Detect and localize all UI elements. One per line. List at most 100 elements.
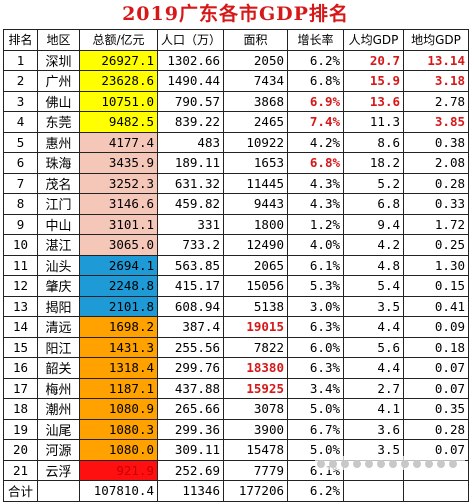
cell-total: 1431.3	[79, 336, 158, 358]
cell-rank: 21	[3, 459, 38, 481]
cell-rank: 9	[3, 213, 38, 235]
cell-total: 921.9	[79, 459, 158, 481]
cell-region: 深圳	[37, 49, 80, 71]
table-row: 20 河源 1080.0 309.11 15478 5.0% 3.5 0.07	[3, 439, 469, 461]
cell-growth: 4.3%	[287, 172, 344, 194]
cell-population: 331	[157, 213, 224, 235]
cell-region: 东莞	[37, 111, 80, 133]
header-growth: 增长率	[287, 29, 344, 51]
cell-per-area: 2.78	[403, 90, 469, 112]
cell-population: 309.11	[157, 439, 224, 461]
cell-per-area: 0.41	[403, 295, 469, 317]
cell-rank: 10	[3, 234, 38, 256]
table-row: 12 肇庆 2248.8 415.17 15056 5.3% 5.4 0.15	[3, 275, 469, 297]
watermark-dot-icon	[449, 460, 457, 468]
cell-per-capita: 8.6	[343, 131, 404, 153]
watermark-dot-icon	[329, 460, 337, 468]
cell-area: 2465	[223, 111, 288, 133]
cell-area: 15925	[223, 377, 288, 399]
cell-total: 10751.0	[79, 90, 158, 112]
cell-population: 265.66	[157, 398, 224, 420]
cell-region: 云浮	[37, 459, 80, 481]
table-row: 7 茂名 3252.3 631.32 11445 4.3% 5.2 0.28	[3, 172, 469, 194]
watermark-dot-icon	[377, 460, 385, 468]
cell-per-area: 0.07	[403, 377, 469, 399]
watermark-dot-icon	[341, 460, 349, 468]
cell-rank: 5	[3, 131, 38, 153]
cell-growth: 3.0%	[287, 295, 344, 317]
cell-population: 733.2	[157, 234, 224, 256]
cell-per-capita: 11.3	[343, 111, 404, 133]
cell-growth: 3.4%	[287, 377, 344, 399]
cell-region: 汕尾	[37, 418, 80, 440]
cell-per-capita: 3.5	[343, 295, 404, 317]
cell-per-area: 1.30	[403, 254, 469, 276]
cell-total: 3101.1	[79, 213, 158, 235]
cell-region: 梅州	[37, 377, 80, 399]
header-row: 排名 地区 总额/亿元 人口（万） 面积 增长率 人均GDP 地均GDP	[3, 29, 469, 51]
cell-area: 2065	[223, 254, 288, 276]
cell-population: 1490.44	[157, 70, 224, 92]
cell-population: 11346	[157, 480, 224, 502]
cell-population: 255.56	[157, 336, 224, 358]
table-row: 14 清远 1698.2 387.4 19015 6.3% 4.4 0.09	[3, 316, 469, 338]
cell-growth: 5.0%	[287, 439, 344, 461]
cell-rank: 6	[3, 152, 38, 174]
watermark-dot-icon	[413, 460, 421, 468]
cell-population: 299.76	[157, 357, 224, 379]
header-per-area: 地均GDP	[403, 29, 469, 51]
cell-area: 12490	[223, 234, 288, 256]
watermark-dot-icon	[353, 460, 361, 468]
watermark-dot-icon	[401, 460, 409, 468]
cell-rank: 15	[3, 336, 38, 358]
cell-population: 839.22	[157, 111, 224, 133]
cell-per-capita: 5.4	[343, 275, 404, 297]
cell-rank: 14	[3, 316, 38, 338]
cell-region: 揭阳	[37, 295, 80, 317]
cell-area: 2050	[223, 49, 288, 71]
cell-per-area: 0.25	[403, 234, 469, 256]
cell-per-capita: 5.2	[343, 172, 404, 194]
cell-per-area: 0.18	[403, 336, 469, 358]
table-row: 2 广州 23628.6 1490.44 7434 6.8% 15.9 3.18	[3, 70, 469, 92]
cell-per-capita: 2.7	[343, 377, 404, 399]
table-row: 9 中山 3101.1 331 1800 1.2% 9.4 1.72	[3, 213, 469, 235]
cell-population: 299.36	[157, 418, 224, 440]
cell-rank: 3	[3, 90, 38, 112]
watermark-dot-icon	[389, 460, 397, 468]
cell-population: 437.88	[157, 377, 224, 399]
cell-area: 15478	[223, 439, 288, 461]
watermark-dot-icon	[365, 460, 373, 468]
cell-area: 5138	[223, 295, 288, 317]
cell-growth: 6.8%	[287, 152, 344, 174]
cell-rank: 8	[3, 193, 38, 215]
cell-area: 18380	[223, 357, 288, 379]
cell-per-area: 0.28	[403, 172, 469, 194]
header-rank: 排名	[3, 29, 38, 51]
cell-growth: 6.7%	[287, 418, 344, 440]
cell-total: 1080.0	[79, 439, 158, 461]
table-row: 17 梅州 1187.1 437.88 15925 3.4% 2.7 0.07	[3, 377, 469, 399]
cell-growth: 5.3%	[287, 275, 344, 297]
cell-area: 10922	[223, 131, 288, 153]
cell-region: 珠海	[37, 152, 80, 174]
cell-growth: 1.2%	[287, 213, 344, 235]
cell-region: 潮州	[37, 398, 80, 420]
cell-growth: 6.8%	[287, 70, 344, 92]
cell-rank: 合计	[3, 480, 38, 502]
table-row: 11 汕头 2694.1 563.85 2065 6.1% 4.8 1.30	[3, 254, 469, 276]
cell-rank: 12	[3, 275, 38, 297]
cell-population: 608.94	[157, 295, 224, 317]
cell-per-capita: 3.6	[343, 418, 404, 440]
cell-area: 7822	[223, 336, 288, 358]
cell-rank: 11	[3, 254, 38, 276]
cell-rank: 20	[3, 439, 38, 461]
table-row: 1 深圳 26927.1 1302.66 2050 6.2% 20.7 13.14	[3, 49, 469, 71]
cell-rank: 4	[3, 111, 38, 133]
cell-region: 韶关	[37, 357, 80, 379]
cell-region	[37, 480, 80, 502]
header-total: 总额/亿元	[79, 29, 158, 51]
cell-total: 3146.6	[79, 193, 158, 215]
cell-area: 7779	[223, 459, 288, 481]
header-population: 人口（万）	[157, 29, 224, 51]
